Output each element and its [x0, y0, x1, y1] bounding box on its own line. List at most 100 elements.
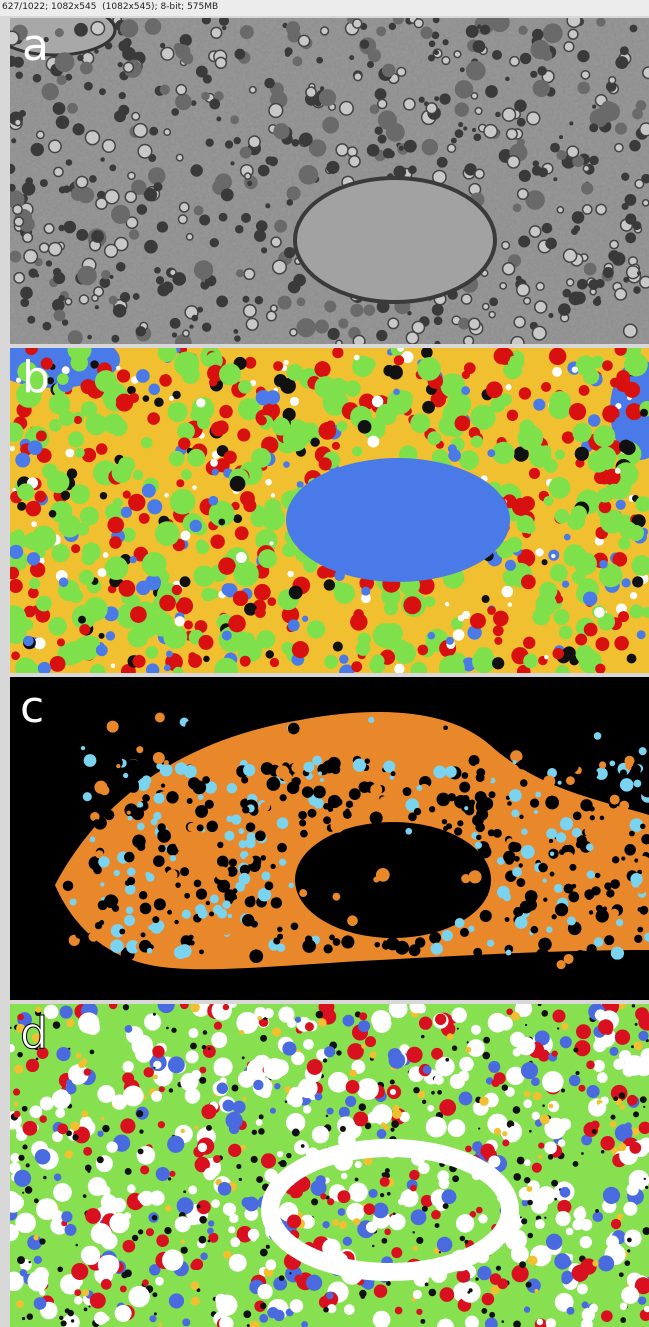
- texture-blob: [381, 1238, 387, 1244]
- texture-blob: [152, 916, 159, 923]
- texture-blob: [24, 250, 37, 263]
- texture-blob: [194, 206, 204, 216]
- texture-blob: [361, 587, 370, 596]
- texture-blob: [353, 759, 366, 772]
- texture-blob: [182, 1318, 190, 1326]
- texture-blob: [277, 843, 287, 853]
- texture-blob: [492, 442, 514, 464]
- texture-blob: [94, 49, 99, 54]
- texture-blob: [367, 436, 379, 448]
- texture-blob: [261, 247, 267, 253]
- texture-blob: [285, 1100, 288, 1103]
- texture-blob: [475, 791, 487, 803]
- texture-blob: [236, 269, 244, 277]
- texture-blob: [614, 636, 629, 651]
- texture-blob: [523, 1099, 532, 1108]
- texture-blob: [369, 905, 379, 915]
- texture-blob: [119, 580, 136, 597]
- texture-blob: [55, 1089, 69, 1103]
- texture-blob: [145, 646, 158, 659]
- texture-blob: [53, 272, 65, 284]
- texture-blob: [462, 772, 469, 779]
- texture-blob: [506, 384, 512, 390]
- texture-blob: [62, 319, 68, 325]
- texture-blob: [161, 47, 174, 60]
- texture-blob: [609, 760, 615, 766]
- texture-blob: [502, 1084, 508, 1090]
- texture-blob: [514, 317, 525, 328]
- texture-blob: [632, 1128, 640, 1136]
- texture-blob: [53, 1183, 72, 1202]
- texture-blob: [606, 1235, 619, 1248]
- texture-blob: [87, 879, 98, 890]
- texture-blob: [580, 1236, 592, 1248]
- texture-blob: [169, 396, 174, 401]
- texture-blob: [489, 297, 498, 306]
- texture-blob: [264, 78, 274, 88]
- texture-blob: [629, 1142, 641, 1154]
- texture-blob: [242, 1056, 245, 1059]
- texture-blob: [625, 1122, 632, 1129]
- texture-blob: [224, 451, 237, 464]
- texture-blob: [552, 914, 557, 919]
- texture-blob: [337, 421, 348, 432]
- texture-blob: [464, 806, 468, 810]
- texture-blob: [338, 1208, 346, 1216]
- texture-blob: [219, 363, 241, 385]
- texture-blob: [101, 1117, 105, 1121]
- texture-blob: [617, 1213, 624, 1220]
- texture-blob: [31, 143, 44, 156]
- texture-blob: [136, 746, 143, 753]
- texture-blob: [315, 1175, 325, 1185]
- texture-blob: [230, 115, 239, 124]
- texture-blob: [278, 1006, 294, 1022]
- texture-blob: [508, 602, 512, 606]
- texture-blob: [35, 491, 47, 503]
- texture-blob: [314, 361, 330, 377]
- texture-blob: [258, 549, 277, 568]
- texture-blob: [542, 1071, 563, 1092]
- texture-blob: [292, 1129, 300, 1137]
- texture-blob: [128, 816, 133, 821]
- texture-blob: [620, 1317, 626, 1323]
- texture-blob: [569, 1075, 580, 1086]
- texture-blob: [187, 798, 193, 804]
- texture-blob: [287, 1214, 301, 1228]
- texture-blob: [631, 879, 640, 888]
- texture-blob: [623, 277, 629, 283]
- texture-blob: [400, 1189, 418, 1207]
- texture-blob: [388, 365, 402, 379]
- texture-blob: [17, 1256, 25, 1264]
- texture-blob: [168, 1056, 185, 1073]
- texture-blob: [349, 1070, 356, 1077]
- texture-blob: [171, 1028, 176, 1033]
- texture-blob: [418, 1163, 429, 1174]
- texture-blob: [250, 1236, 256, 1242]
- texture-blob: [592, 1129, 597, 1134]
- texture-blob: [180, 1073, 198, 1091]
- texture-blob: [561, 1271, 573, 1283]
- texture-blob: [357, 878, 368, 889]
- texture-blob: [527, 112, 540, 125]
- texture-blob: [378, 135, 387, 144]
- texture-blob: [615, 468, 621, 474]
- texture-blob: [576, 841, 584, 849]
- texture-blob: [235, 526, 249, 540]
- texture-blob: [128, 712, 136, 720]
- texture-blob: [14, 1102, 19, 1107]
- texture-blob: [391, 771, 396, 776]
- texture-blob: [34, 1198, 39, 1203]
- texture-blob: [513, 1173, 521, 1181]
- texture-blob: [76, 1053, 82, 1059]
- texture-blob: [495, 112, 501, 118]
- texture-blob: [213, 1155, 221, 1163]
- texture-blob: [132, 1035, 154, 1057]
- texture-blob: [28, 1261, 30, 1263]
- texture-blob: [238, 828, 244, 834]
- texture-blob: [524, 1159, 531, 1166]
- texture-blob: [643, 200, 649, 206]
- texture-blob: [569, 121, 573, 125]
- texture-blob: [267, 777, 281, 791]
- texture-blob: [550, 564, 568, 582]
- texture-blob: [206, 901, 210, 905]
